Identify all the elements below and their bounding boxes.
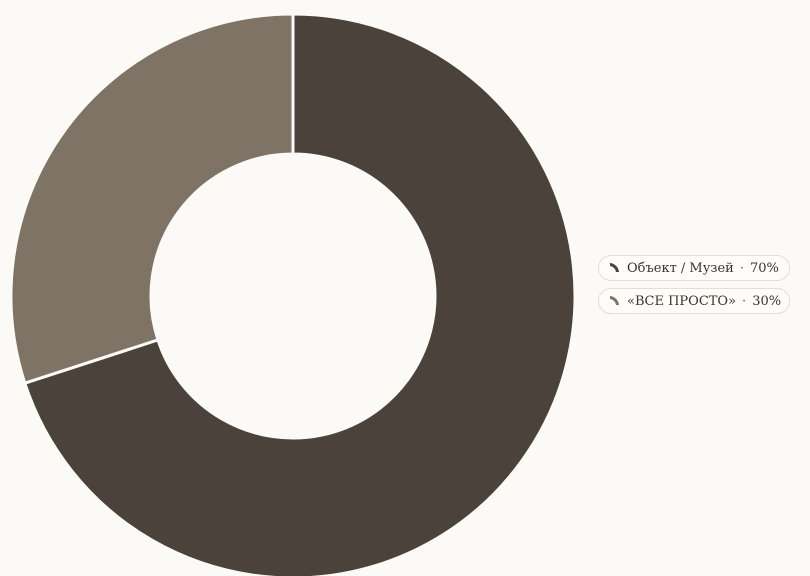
legend-item-vse-prosto[interactable]: «ВСЕ ПРОСТО» · 30%: [598, 288, 791, 314]
legend-value: 70%: [749, 260, 779, 276]
legend-separator: ·: [739, 260, 744, 276]
legend-separator: ·: [742, 293, 747, 309]
chart-legend: Объект / Музей · 70% «ВСЕ ПРОСТО» · 30%: [598, 255, 791, 314]
legend-label: Объект / Музей: [627, 260, 734, 276]
legend-swatch-icon: [610, 296, 619, 305]
donut-chart: [9, 12, 577, 576]
donut-slice-0[interactable]: [23, 12, 577, 576]
legend-label: «ВСЕ ПРОСТО»: [627, 293, 737, 309]
legend-value: 30%: [752, 293, 782, 309]
legend-item-museum[interactable]: Объект / Музей · 70%: [598, 255, 791, 281]
donut-slice-1[interactable]: [9, 12, 295, 385]
legend-swatch-icon: [610, 263, 619, 272]
